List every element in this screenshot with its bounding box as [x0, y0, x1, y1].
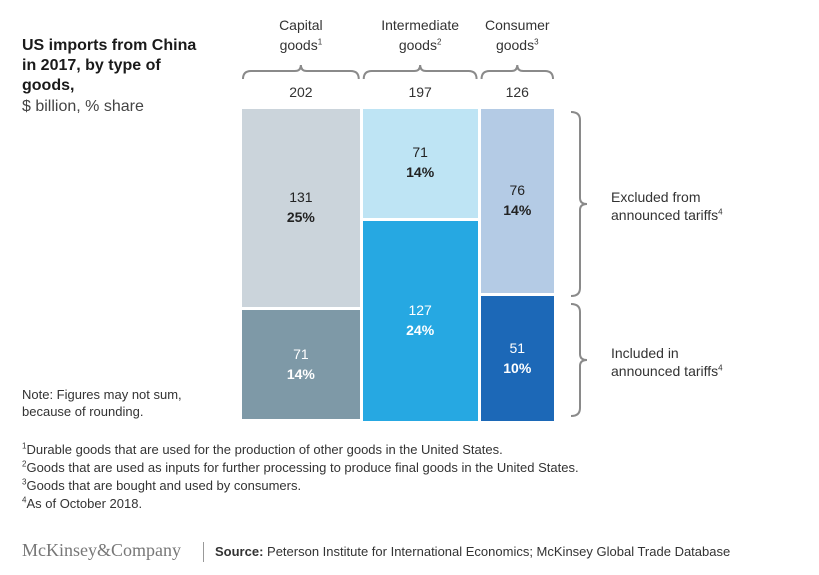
segment-share: 14% — [503, 201, 532, 218]
top-brackets — [242, 64, 554, 80]
footnote-4: 4As of October 2018. — [22, 495, 143, 511]
segment-share: 14% — [406, 164, 435, 181]
chart-subtitle: $ billion, % share — [22, 98, 144, 115]
included-sup: 4 — [718, 363, 723, 373]
excluded-bracket — [570, 111, 588, 297]
segment-share: 14% — [286, 365, 315, 382]
column-total: 202 — [289, 84, 313, 100]
included-line2: announced tariffs — [611, 363, 719, 379]
excluded-tariffs-label: Excluded from announced tariffs4 — [611, 188, 723, 224]
footnotes: 1Durable goods that are used for the pro… — [22, 441, 579, 513]
column-bracket — [242, 64, 360, 80]
footer-divider — [203, 542, 204, 562]
included-bracket — [570, 303, 588, 417]
column-bracket — [480, 64, 554, 80]
column-label: Intermediate goods2 — [381, 17, 460, 53]
segment-included: 71 14% — [242, 310, 360, 419]
mckinsey-logo: McKinsey&Company — [22, 540, 181, 560]
segment-included: 51 10% — [480, 295, 554, 422]
footnote-3: 3Goods that are bought and used by consu… — [22, 477, 302, 493]
segment-excluded: 131 25% — [242, 109, 360, 308]
right-brackets — [570, 111, 588, 417]
excluded-sup: 4 — [718, 207, 723, 217]
source-text: Peterson Institute for International Eco… — [267, 544, 731, 559]
footnote-1: 1Durable goods that are used for the pro… — [22, 441, 503, 457]
footnote-2: 2Goods that are used as inputs for furth… — [22, 459, 579, 475]
rounding-note: Note: Figures may not sum, because of ro… — [22, 387, 182, 419]
chart-title: US imports from China in 2017, by type o… — [22, 37, 197, 94]
segment-value: 51 — [509, 339, 526, 356]
segment-excluded: 76 14% — [480, 109, 554, 293]
excluded-line1: Excluded from — [611, 189, 701, 205]
excluded-line2: announced tariffs — [611, 207, 719, 223]
segment-share: 10% — [503, 359, 532, 376]
column-total: 197 — [408, 84, 432, 100]
segment-value: 71 — [412, 144, 428, 161]
segment-value: 76 — [509, 181, 526, 198]
column-bracket — [362, 64, 478, 80]
source-line: Source: Peterson Institute for Internati… — [215, 544, 730, 559]
column-label: Capital goods1 — [279, 17, 323, 53]
included-tariffs-label: Included in announced tariffs4 — [611, 344, 723, 380]
segment-value: 131 — [289, 189, 313, 206]
included-line1: Included in — [611, 345, 679, 361]
segment-excluded: 71 14% — [362, 109, 478, 218]
source-label: Source: — [215, 544, 264, 559]
segment-value: 71 — [293, 345, 309, 362]
segment-included: 127 24% — [362, 220, 478, 421]
column-total: 126 — [505, 84, 529, 100]
segment-share: 25% — [286, 209, 315, 226]
segment-value: 127 — [408, 301, 432, 318]
column-label: Consumer goods3 — [484, 17, 550, 53]
segment-share: 24% — [406, 321, 435, 338]
